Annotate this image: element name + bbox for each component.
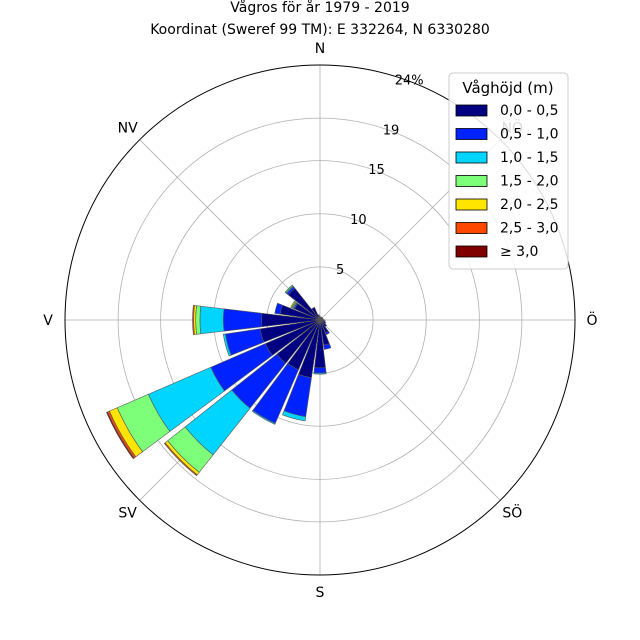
legend-swatch — [455, 104, 488, 117]
sector-segment — [222, 333, 232, 357]
sector-segment — [284, 284, 294, 294]
sector-segment — [290, 300, 296, 309]
polar-outline — [64, 64, 576, 576]
radial-tick-label: 19 — [383, 123, 400, 138]
direction-label: SÖ — [502, 503, 522, 521]
direction-label: S — [316, 585, 325, 601]
direction-label: NV — [118, 121, 138, 137]
radial-tick-label: 10 — [350, 213, 367, 228]
legend: Våghöjd (m) 0,0 - 0,5 0,5 - 1,0 1,0 - 1,5 1… — [448, 72, 569, 270]
sector-segment — [325, 330, 330, 336]
legend-swatch — [455, 128, 488, 140]
sector-segment — [195, 305, 202, 335]
chart-title: Vågros för år 1979 - 2019 — [230, 0, 409, 16]
radial-tick-label: 15 — [368, 163, 385, 178]
direction-label: N — [315, 41, 325, 57]
sector-segment — [317, 314, 321, 321]
sector-segment — [274, 302, 283, 315]
legend-box — [448, 72, 569, 270]
legend-swatch — [455, 222, 488, 234]
legend-label: 0,0 - 0,5 — [500, 103, 558, 119]
legend-items: 0,0 - 0,5 0,5 - 1,0 1,0 - 1,5 1,5 - 2,0 2,0 … — [455, 103, 558, 260]
legend-swatch — [455, 245, 488, 258]
legend-label: 1,0 - 1,5 — [500, 150, 558, 166]
sector-segment — [313, 367, 327, 374]
radial-tick-label: 5 — [336, 263, 344, 278]
direction-label: SV — [118, 505, 137, 521]
sector-segment — [163, 442, 198, 477]
wave-sectors — [106, 284, 332, 477]
legend-swatch — [455, 151, 488, 164]
sector-segment — [282, 410, 307, 422]
chart-subtitle: Koordinat (Sweref 99 TM): E 332264, N 63… — [150, 22, 490, 38]
legend-label: 0,5 - 1,0 — [500, 127, 558, 143]
legend-swatch — [455, 198, 488, 211]
radial-tick-label: 24% — [395, 73, 424, 88]
radial-tick-labels: 5 10 15 19 24% — [336, 73, 424, 278]
legend-title: Våghöjd (m) — [462, 79, 553, 97]
sector-segment — [192, 305, 195, 335]
legend-label: ≥ 3,0 — [500, 244, 538, 260]
sector-segment — [251, 409, 276, 425]
direction-label: V — [43, 313, 53, 329]
direction-label: Ö — [586, 311, 597, 329]
sector-segment — [199, 305, 225, 335]
legend-swatch — [455, 175, 488, 187]
legend-label: 1,5 - 2,0 — [500, 174, 558, 190]
sector-segment — [313, 372, 327, 375]
sector-segment — [106, 411, 135, 460]
sector-segment — [323, 343, 332, 350]
grid-spoke — [319, 319, 501, 501]
legend-label: 2,0 - 2,5 — [500, 197, 558, 213]
legend-label: 2,5 - 3,0 — [500, 221, 558, 237]
